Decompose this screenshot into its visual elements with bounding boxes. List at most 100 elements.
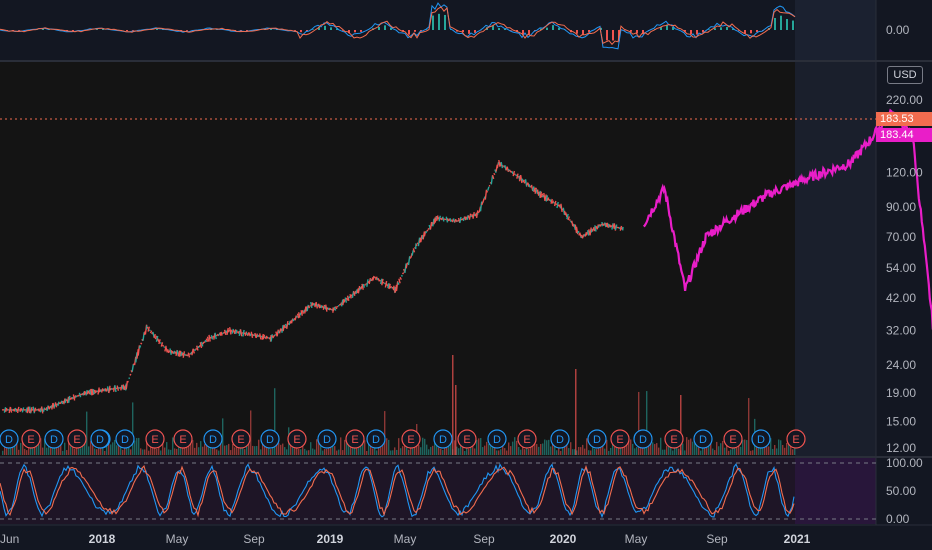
earnings-event-icon[interactable]: E xyxy=(517,429,537,449)
volume-bar xyxy=(486,441,488,455)
dividend-event-icon[interactable]: D xyxy=(317,429,337,449)
event-label: D xyxy=(372,434,380,446)
volume-bar xyxy=(692,441,694,455)
earnings-event-icon[interactable]: E xyxy=(610,429,630,449)
dividend-event-icon[interactable]: D xyxy=(433,429,453,449)
dividend-event-icon[interactable]: D xyxy=(115,429,135,449)
volume-bar xyxy=(46,447,48,455)
dividend-event-icon[interactable]: D xyxy=(550,429,570,449)
volume-bar xyxy=(502,441,504,455)
volume-bar xyxy=(422,437,424,455)
earnings-event-icon[interactable]: E xyxy=(145,429,165,449)
price-segment xyxy=(223,329,227,336)
volume-bar xyxy=(204,444,206,455)
earnings-event-icon[interactable]: E xyxy=(345,429,365,449)
dividend-event-icon[interactable]: D xyxy=(751,429,771,449)
volume-bar xyxy=(426,444,428,455)
price-segment xyxy=(91,388,94,396)
volume-bar xyxy=(514,437,516,455)
price-segment xyxy=(468,213,472,220)
price-segment xyxy=(181,352,184,356)
price-segment xyxy=(474,212,478,217)
price-segment xyxy=(180,351,183,357)
dividend-event-icon[interactable]: D xyxy=(633,429,653,449)
volume-bar xyxy=(488,443,490,455)
volume-bar xyxy=(538,446,540,455)
volume-bar xyxy=(544,439,546,455)
main-price-pane xyxy=(0,62,876,456)
price-segment xyxy=(125,380,129,390)
volume-bar xyxy=(532,444,534,455)
volume-bar xyxy=(16,438,18,455)
volume-bar xyxy=(278,442,280,455)
dividend-event-icon[interactable]: D xyxy=(587,429,607,449)
price-segment xyxy=(536,189,540,196)
volume-bar xyxy=(790,442,792,455)
earnings-event-icon[interactable]: E xyxy=(457,429,477,449)
earnings-event-icon[interactable]: E xyxy=(287,429,307,449)
volume-bar xyxy=(438,447,440,455)
volume-bar xyxy=(290,440,292,455)
price-segment xyxy=(289,320,293,324)
volume-bar xyxy=(434,440,436,455)
macd-line xyxy=(0,2,796,50)
earnings-event-icon[interactable]: E xyxy=(21,429,41,449)
currency-badge[interactable]: USD xyxy=(887,66,923,84)
price-segment xyxy=(186,354,189,357)
price-segment xyxy=(98,389,102,393)
volume-bar xyxy=(388,439,390,455)
price-segment xyxy=(214,332,217,340)
price-segment xyxy=(108,385,111,394)
volume-bar xyxy=(666,445,668,455)
price-segment xyxy=(259,333,262,340)
earnings-event-icon[interactable]: E xyxy=(173,429,193,449)
macd-histogram-bar xyxy=(534,30,536,31)
projection-line xyxy=(642,108,932,330)
dividend-event-icon[interactable]: D xyxy=(44,429,64,449)
dividend-event-icon[interactable]: D xyxy=(366,429,386,449)
event-label: D xyxy=(556,434,564,446)
price-segment xyxy=(479,201,483,212)
dividend-event-icon[interactable]: D xyxy=(90,429,110,449)
volume-bar xyxy=(306,450,308,455)
earnings-event-icon[interactable]: E xyxy=(664,429,684,449)
volume-bar xyxy=(94,448,96,455)
price-segment xyxy=(250,331,254,339)
volume-bar xyxy=(108,438,110,455)
dividend-event-icon[interactable]: D xyxy=(260,429,280,449)
price-segment xyxy=(47,405,51,410)
price-segment xyxy=(197,345,200,349)
earnings-event-icon[interactable]: E xyxy=(67,429,87,449)
price-segment xyxy=(70,397,73,400)
dividend-event-icon[interactable]: D xyxy=(693,429,713,449)
dividend-event-icon[interactable]: D xyxy=(0,429,19,449)
price-segment xyxy=(500,161,504,169)
macd-histogram-bar xyxy=(660,27,662,30)
volume-bar xyxy=(208,447,210,455)
dividend-event-icon[interactable]: D xyxy=(203,429,223,449)
price-segment xyxy=(9,407,13,413)
volume-bar xyxy=(286,449,288,455)
price-segment xyxy=(511,171,514,175)
dividend-event-icon[interactable]: D xyxy=(487,429,507,449)
volume-bar xyxy=(468,448,470,455)
volume-bar xyxy=(712,448,714,455)
event-label: E xyxy=(616,434,623,446)
price-segment xyxy=(315,301,318,309)
earnings-event-icon[interactable]: E xyxy=(401,429,421,449)
price-segment xyxy=(40,406,44,414)
earnings-event-icon[interactable]: E xyxy=(723,429,743,449)
volume-spike xyxy=(452,355,454,455)
earnings-event-icon[interactable]: E xyxy=(786,429,806,449)
price-segment xyxy=(455,219,458,223)
event-markers[interactable]: DEDEDDEEDEDEDEDEDEDEDDEDEDEDED xyxy=(0,429,806,449)
price-segment xyxy=(323,305,327,310)
macd-histogram-bar xyxy=(96,29,98,30)
earnings-event-icon[interactable]: E xyxy=(231,429,251,449)
price-segment xyxy=(445,216,449,223)
price-segment xyxy=(596,224,600,230)
volume-bar xyxy=(328,444,330,455)
price-segment xyxy=(115,387,118,390)
price-segment xyxy=(117,386,121,390)
